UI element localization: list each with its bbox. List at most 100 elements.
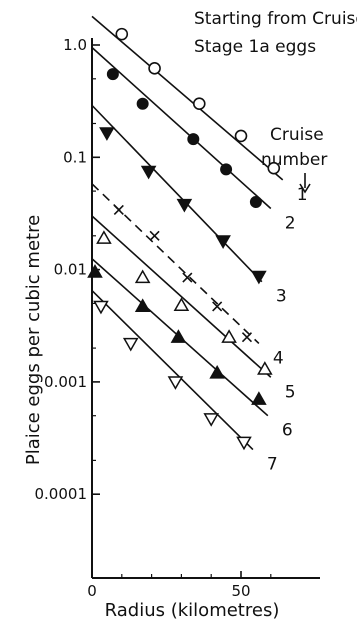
filled-circle-marker xyxy=(106,68,119,81)
triangle-up-filled-marker xyxy=(134,298,151,313)
data-point xyxy=(187,133,200,146)
triangle-up-filled-marker xyxy=(87,264,103,278)
data-point xyxy=(170,329,187,343)
triangle-down-open-marker xyxy=(203,413,219,427)
fit-line xyxy=(91,46,272,210)
data-point xyxy=(212,301,223,312)
fit-line xyxy=(91,215,272,378)
triangle-down-filled-marker xyxy=(176,198,193,213)
data-point xyxy=(106,68,119,81)
data-point xyxy=(149,230,160,241)
y-tick-label: 0.0001 xyxy=(35,485,88,503)
x-tick-label: 50 xyxy=(231,582,250,600)
cruise-number-label: 5 xyxy=(285,382,296,402)
y-tick-label: 0.1 xyxy=(63,148,87,166)
triangle-down-open-marker xyxy=(236,436,252,451)
open-circle-marker xyxy=(148,62,161,75)
data-point xyxy=(220,163,233,176)
triangle-down-open-marker xyxy=(167,376,184,390)
triangle-down-open-marker xyxy=(122,337,139,352)
triangle-up-filled-marker xyxy=(170,329,187,343)
data-point xyxy=(99,127,115,141)
legend-header-line-1: Cruise xyxy=(270,125,324,145)
data-point xyxy=(167,376,184,390)
x-axis-label: Radius (kilometres) xyxy=(105,600,280,621)
open-circle-marker xyxy=(192,97,206,111)
cross-marker xyxy=(182,272,193,283)
triangle-down-filled-marker xyxy=(251,270,267,285)
chart-title: Starting from Cruise 1 xyxy=(194,9,357,29)
cross-marker xyxy=(212,301,223,312)
cruise-number-label: 1 xyxy=(297,185,308,205)
x-tick-label: 0 xyxy=(87,582,97,600)
triangle-up-open-marker xyxy=(96,230,112,244)
triangle-down-filled-marker xyxy=(215,235,231,249)
data-point xyxy=(122,337,139,352)
series-cruise-4: 4 xyxy=(91,183,284,368)
data-point xyxy=(182,272,193,283)
series-cruise-5: 5 xyxy=(91,215,296,402)
open-circle-marker xyxy=(115,27,129,41)
cruise-number-label: 3 xyxy=(276,287,287,307)
filled-circle-marker xyxy=(136,97,149,110)
data-point xyxy=(87,264,103,278)
data-point xyxy=(203,413,219,427)
triangle-up-open-marker xyxy=(173,297,190,312)
data-point xyxy=(173,297,190,312)
open-circle-marker xyxy=(234,129,248,143)
data-point xyxy=(148,62,161,75)
data-point xyxy=(234,129,248,143)
triangle-down-open-marker xyxy=(93,300,109,315)
data-point xyxy=(221,329,237,343)
triangle-up-open-marker xyxy=(221,329,237,343)
plot-area: 12 3 45 67 xyxy=(87,15,308,475)
filled-circle-marker xyxy=(249,195,262,208)
y-tick-label: 1.0 xyxy=(63,36,87,54)
cruise-number-label: 6 xyxy=(282,421,293,441)
y-tick-label: 0.001 xyxy=(44,373,87,391)
triangle-up-filled-marker xyxy=(251,391,267,405)
data-point xyxy=(257,361,273,375)
data-point xyxy=(215,235,231,249)
axes: 0.0001 0.001 0.01 0.1 1.0 0 50 xyxy=(35,36,320,600)
cruise-number-label: 4 xyxy=(273,348,284,368)
data-point xyxy=(134,269,151,284)
cruise-number-label: 2 xyxy=(285,214,296,234)
series-cruise-2: 2 xyxy=(91,46,296,234)
series-cruise-7: 7 xyxy=(91,290,278,475)
triangle-down-filled-marker xyxy=(140,165,157,180)
data-point xyxy=(192,97,206,111)
data-point xyxy=(251,391,267,405)
cross-marker xyxy=(113,204,124,215)
triangle-down-filled-marker xyxy=(99,127,115,141)
legend-arrow-head xyxy=(299,183,311,194)
triangle-up-open-marker xyxy=(257,361,273,375)
data-point xyxy=(241,332,253,343)
data-point xyxy=(96,230,112,244)
data-point xyxy=(136,97,149,110)
chart-subtitle: Stage 1a eggs xyxy=(194,37,316,57)
data-point xyxy=(249,195,262,208)
cruise-number-label: 7 xyxy=(267,455,278,475)
cross-marker xyxy=(241,332,253,343)
filled-circle-marker xyxy=(187,133,200,146)
series-cruise-6: 6 xyxy=(87,258,293,441)
fit-line xyxy=(91,15,284,181)
triangle-up-open-marker xyxy=(134,269,151,284)
data-point xyxy=(176,198,193,213)
data-point xyxy=(134,298,151,313)
data-point xyxy=(209,364,225,379)
fit-line xyxy=(91,104,263,283)
filled-circle-marker xyxy=(220,163,233,176)
data-point xyxy=(140,165,157,180)
data-point xyxy=(267,161,281,175)
data-point xyxy=(115,27,129,41)
y-axis-label: Plaice eggs per cubic metre xyxy=(23,215,44,465)
y-tick-label: 0.01 xyxy=(54,261,87,279)
data-point xyxy=(93,300,109,315)
triangle-up-filled-marker xyxy=(209,364,225,379)
series-cruise-3: 3 xyxy=(91,104,287,307)
data-point xyxy=(251,270,267,285)
fit-line xyxy=(91,290,254,451)
